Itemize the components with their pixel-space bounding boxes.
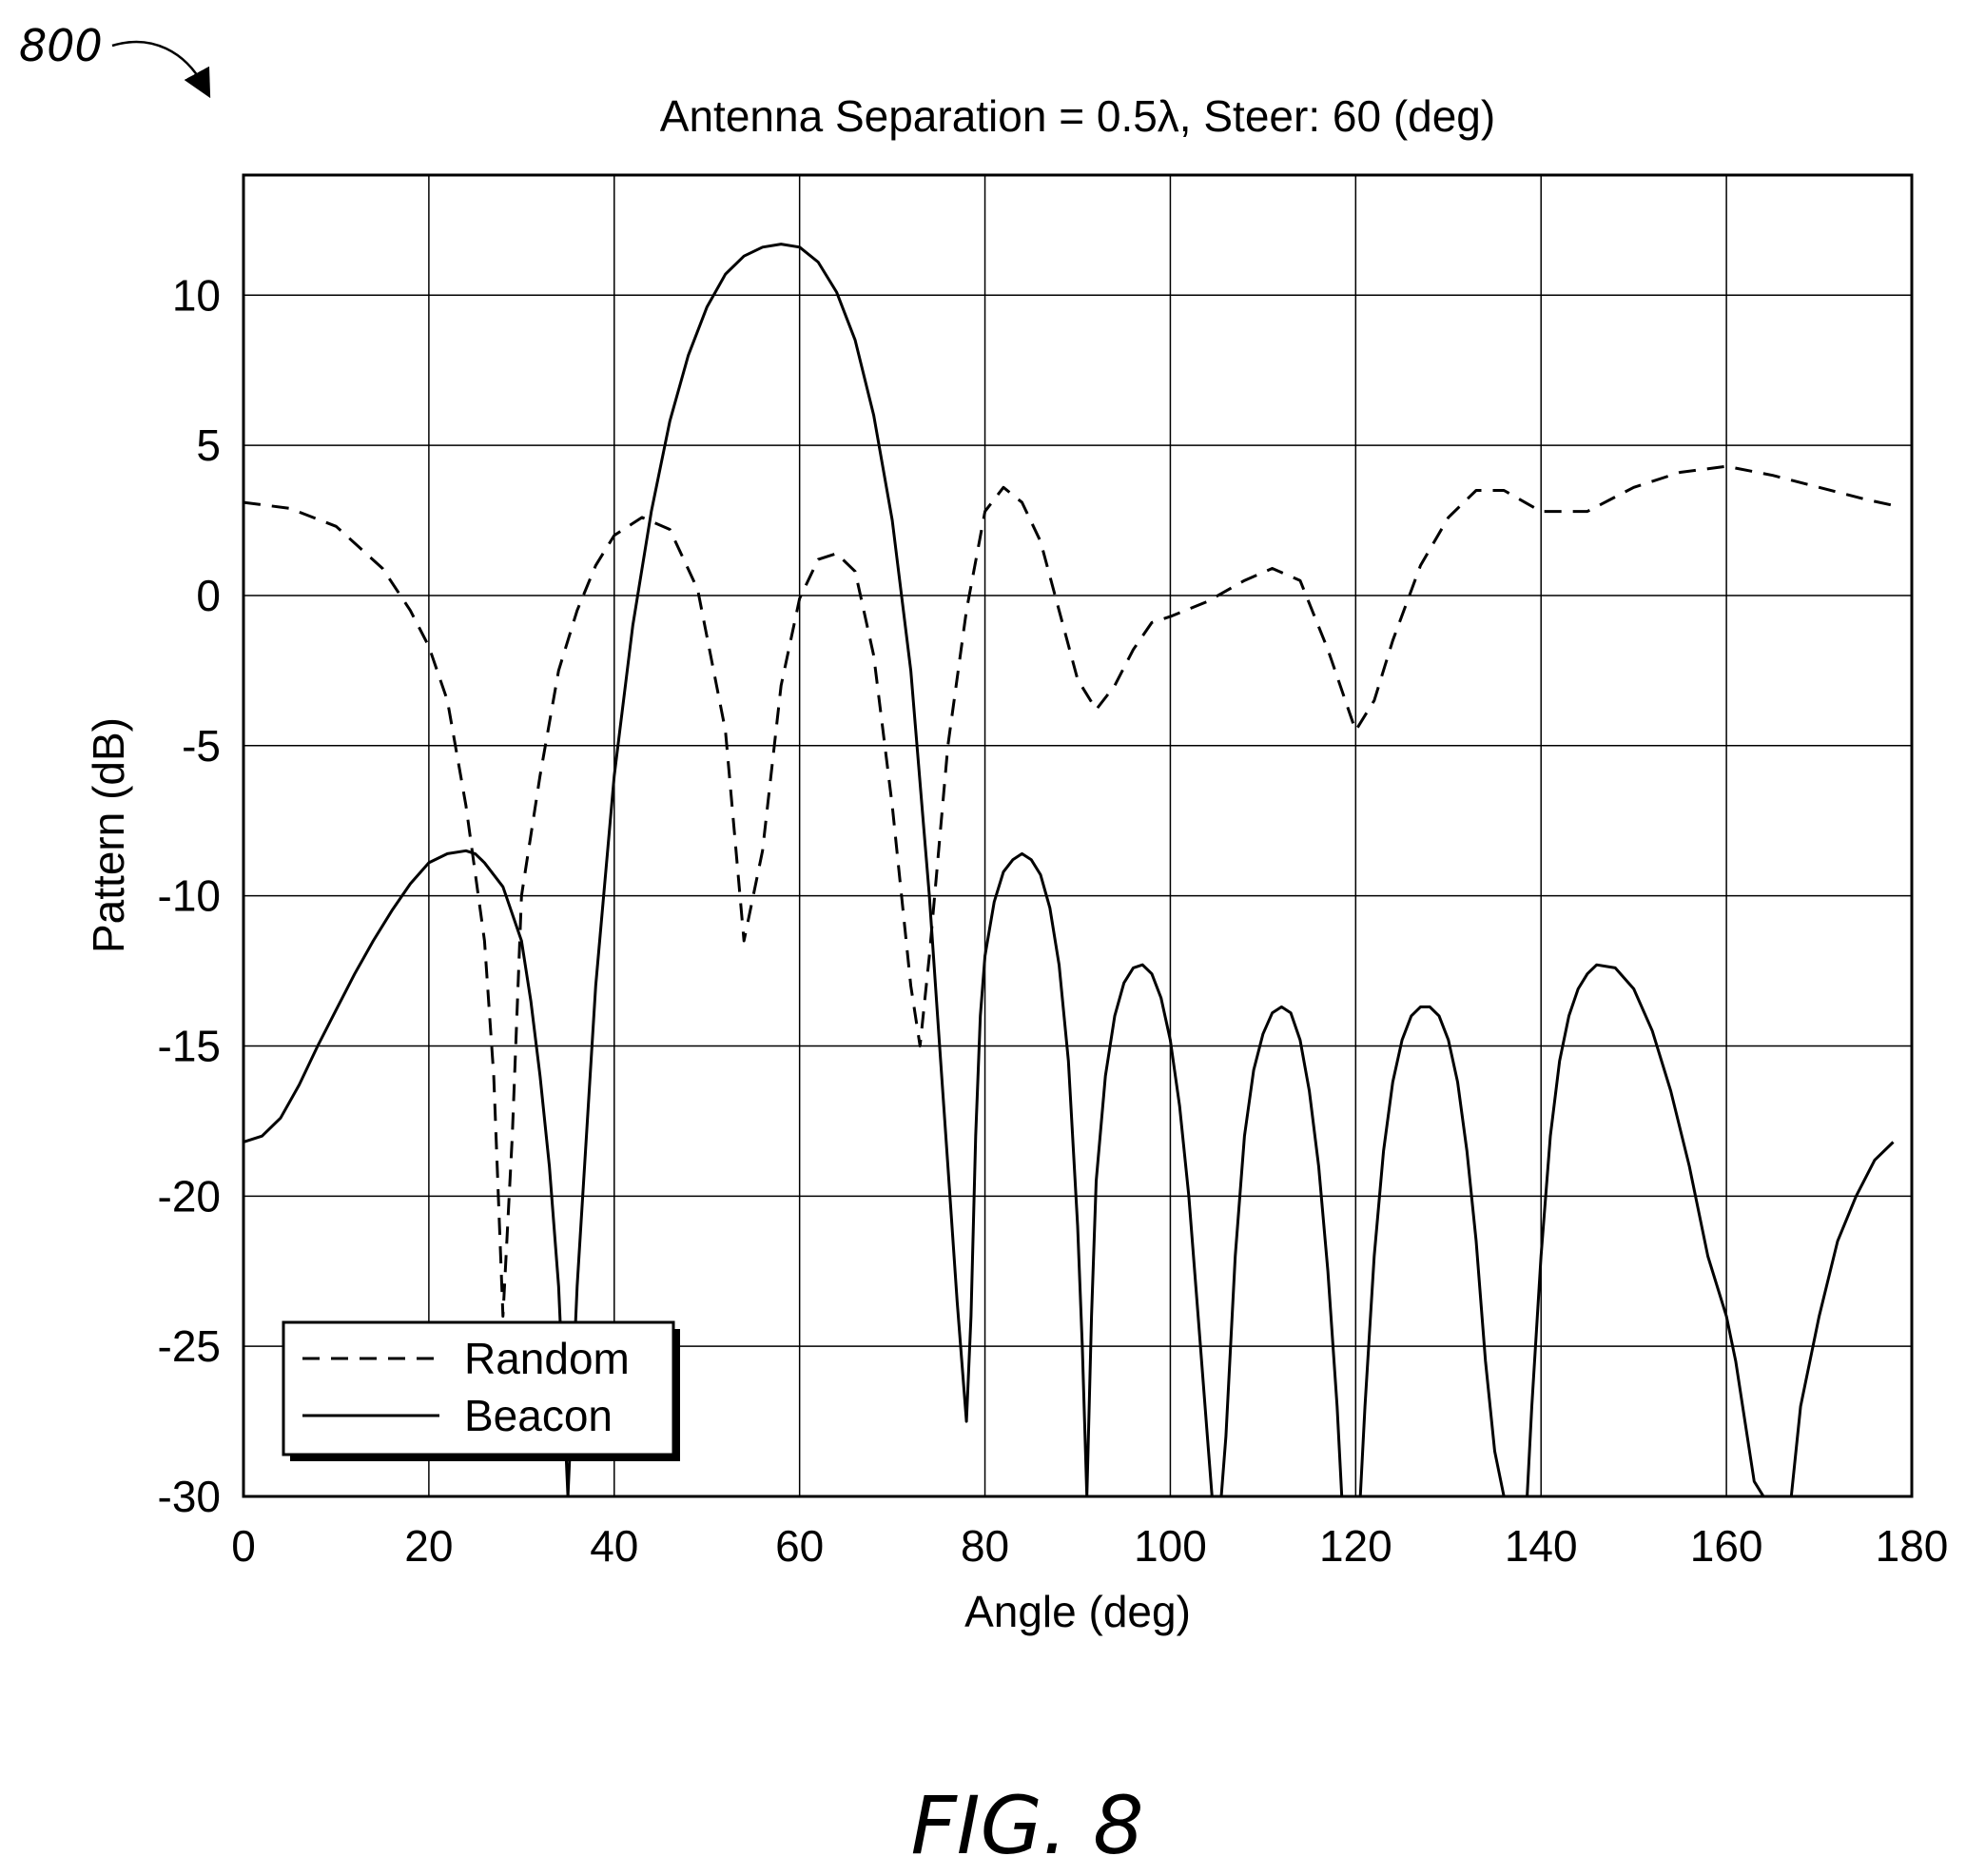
x-tick-label: 100 bbox=[1134, 1521, 1207, 1571]
series-line-beacon bbox=[243, 243, 1895, 1496]
legend-label-beacon: Beacon bbox=[464, 1391, 613, 1440]
x-tick-label: 40 bbox=[590, 1521, 638, 1571]
gridlines bbox=[243, 175, 1912, 1496]
x-tick-labels: 0 20 40 60 80 100 120 140 160 180 bbox=[231, 1521, 1948, 1571]
y-tick-label: -10 bbox=[158, 871, 221, 921]
y-tick-label: -25 bbox=[158, 1321, 221, 1371]
y-tick-label: -30 bbox=[158, 1472, 221, 1521]
x-tick-label: 140 bbox=[1505, 1521, 1578, 1571]
plot-frame bbox=[242, 173, 1914, 1498]
legend-label-random: Random bbox=[464, 1334, 630, 1383]
x-tick-label: 160 bbox=[1690, 1521, 1763, 1571]
y-axis-label: Pattern (dB) bbox=[84, 717, 133, 953]
ref-arrow bbox=[111, 40, 211, 99]
x-tick-label: 120 bbox=[1319, 1521, 1392, 1571]
y-tick-label: 0 bbox=[196, 571, 221, 620]
legend-box bbox=[282, 1320, 675, 1456]
y-tick-label: -20 bbox=[158, 1171, 221, 1221]
y-tick-labels: 10 5 0 -5 -10 -15 -20 -25 -30 bbox=[158, 270, 221, 1521]
y-tick-label: 5 bbox=[196, 420, 221, 470]
chart-title: Antenna Separation = 0.5λ, Steer: 60 (de… bbox=[660, 91, 1495, 141]
x-tick-label: 60 bbox=[775, 1521, 824, 1571]
y-tick-label: -5 bbox=[182, 721, 221, 771]
x-tick-label: 180 bbox=[1876, 1521, 1949, 1571]
y-tick-label: 10 bbox=[172, 270, 221, 320]
figure-caption: FIG. 8 bbox=[910, 1779, 1143, 1872]
y-tick-label: -15 bbox=[158, 1021, 221, 1070]
series-layer bbox=[243, 243, 1895, 1496]
series-line-random bbox=[243, 464, 1894, 1319]
legend: Random Beacon bbox=[282, 1320, 680, 1461]
x-axis-label: Angle (deg) bbox=[964, 1587, 1191, 1636]
x-tick-label: 80 bbox=[961, 1521, 1009, 1571]
x-tick-label: 0 bbox=[231, 1521, 256, 1571]
figure-ref-number: 800 bbox=[19, 20, 103, 71]
x-tick-label: 20 bbox=[404, 1521, 453, 1571]
